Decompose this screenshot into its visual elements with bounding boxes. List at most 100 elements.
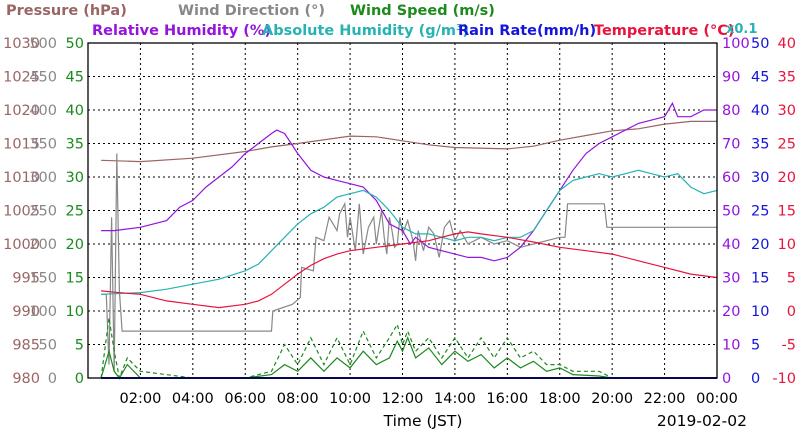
series-relative-humidity-line <box>101 101 717 262</box>
rain-rate-axis-tick: 35 <box>751 137 769 153</box>
wind-direction-axis-tick: 50 <box>39 338 57 354</box>
temperature-axis-tick: 30 <box>778 103 796 119</box>
wind-speed-axis-tick: 15 <box>66 271 84 287</box>
wind-direction-axis-tick: 150 <box>29 271 57 287</box>
legend-absolute-humidity: Absolute Humidity (g/m³) <box>262 23 469 39</box>
relative-humidity-axis-tick: 60 <box>722 170 740 186</box>
legend-pressure: Pressure (hPa) <box>6 3 127 19</box>
series-wind-speed-m-s-dashed-line <box>100 317 717 381</box>
temperature-axis-tick: 40 <box>778 36 796 52</box>
x-tick-label: 04:00 <box>172 391 214 407</box>
wind-direction-axis-tick: 200 <box>29 237 57 253</box>
wind-direction-axis-tick: 100 <box>29 304 57 320</box>
rain-rate-axis-tick: 25 <box>751 204 769 220</box>
pressure-axis-tick: 1020 <box>3 103 40 119</box>
temperature-axis-tick: 20 <box>778 170 796 186</box>
x-tick-label: 08:00 <box>277 391 319 407</box>
wind-speed-axis-tick: 5 <box>75 338 84 354</box>
temperature-axis-tick: 5 <box>787 271 796 287</box>
x-tick-label: 06:00 <box>224 391 266 407</box>
temperature-axis-tick: 35 <box>778 70 796 86</box>
rain-rate-axis-tick: 5 <box>751 338 760 354</box>
relative-humidity-axis-tick: 10 <box>722 338 740 354</box>
x-tick-label: 02:00 <box>120 391 162 407</box>
x-tick-label: 18:00 <box>539 391 581 407</box>
grid <box>88 43 717 378</box>
wind-direction-axis-tick: 400 <box>29 103 57 119</box>
legend-multiplier: x0.1 <box>726 22 757 37</box>
temperature-axis-tick: -10 <box>772 371 796 387</box>
wind-speed-axis-tick: 30 <box>66 170 84 186</box>
relative-humidity-axis-tick: 40 <box>722 237 740 253</box>
legend-relative-humidity: Relative Humidity (%) <box>92 23 271 39</box>
x-tick-label: 22:00 <box>644 391 686 407</box>
pressure-axis-tick: 1015 <box>3 137 40 153</box>
pressure-axis-tick: 1025 <box>3 70 40 86</box>
wind-direction-axis-tick: 450 <box>29 70 57 86</box>
rain-rate-axis-tick: 40 <box>751 103 769 119</box>
x-axis-title: Time (JST) <box>383 412 463 430</box>
temperature-axis-tick: 0 <box>787 304 796 320</box>
x-tick-label: 12:00 <box>382 391 424 407</box>
pressure-axis-tick: 1000 <box>3 237 40 253</box>
x-tick-label: 14:00 <box>434 391 476 407</box>
legend-rain-rate: Rain Rate(mm/h) <box>458 23 596 39</box>
rain-rate-axis-tick: 45 <box>751 70 769 86</box>
series-wind-speed-m-s-line <box>100 336 717 380</box>
x-tick-label: 10:00 <box>329 391 371 407</box>
wind-direction-axis-tick: 350 <box>29 137 57 153</box>
date-label: 2019-02-02 <box>657 412 747 430</box>
pressure-axis-tick: 980 <box>12 371 40 387</box>
legend-wind-direction: Wind Direction (°) <box>178 3 325 19</box>
pressure-axis-tick: 985 <box>12 338 40 354</box>
series-absolute-humidity-g-m-line <box>101 169 718 295</box>
relative-humidity-axis-tick: 50 <box>722 204 740 220</box>
rain-rate-axis-tick: 10 <box>751 304 769 320</box>
temperature-axis-tick: 15 <box>778 204 796 220</box>
temperature-axis-tick: -5 <box>782 338 796 354</box>
rain-rate-axis-tick: 20 <box>751 237 769 253</box>
pressure-axis-tick: 1005 <box>3 204 40 220</box>
wind-speed-axis-tick: 20 <box>66 237 84 253</box>
series-pressure-hpa-line <box>101 120 717 163</box>
wind-speed-axis-tick: 35 <box>66 137 84 153</box>
series-wind-direction-line <box>101 153 717 372</box>
wind-direction-axis-tick: 500 <box>29 36 57 52</box>
wind-speed-axis-tick: 50 <box>66 36 84 52</box>
rain-rate-axis-tick: 30 <box>751 170 769 186</box>
series-temperature-c-line <box>101 231 718 309</box>
legend-temperature: Temperature (°C) <box>594 23 735 39</box>
wind-speed-axis-tick: 45 <box>66 70 84 86</box>
x-tick-label: 16:00 <box>486 391 528 407</box>
x-tick-label: 00:00 <box>696 391 738 407</box>
relative-humidity-axis-tick: 0 <box>722 371 731 387</box>
rain-rate-axis-tick: 15 <box>751 271 769 287</box>
wind-speed-axis-tick: 40 <box>66 103 84 119</box>
legend-wind-speed: Wind Speed (m/s) <box>350 3 495 19</box>
pressure-axis-tick: 1030 <box>3 36 40 52</box>
x-tick-label: 20:00 <box>591 391 633 407</box>
series-lines <box>100 101 718 381</box>
wind-speed-axis-tick: 10 <box>66 304 84 320</box>
rain-rate-axis-tick: 50 <box>751 36 769 52</box>
wind-direction-axis-tick: 300 <box>29 170 57 186</box>
wind-direction-axis-tick: 0 <box>48 371 57 387</box>
temperature-axis-tick: 25 <box>778 137 796 153</box>
plot-frame <box>87 42 718 379</box>
axis-ticks: 02:00 04:00 06:00 08:00 10:00 12:00 14:00 16:00… <box>3 36 796 407</box>
relative-humidity-axis-tick: 30 <box>722 271 740 287</box>
relative-humidity-axis-tick: 90 <box>722 70 740 86</box>
relative-humidity-axis-tick: 20 <box>722 304 740 320</box>
pressure-axis-tick: 1010 <box>3 170 40 186</box>
pressure-axis-tick: 990 <box>12 304 40 320</box>
wind-direction-axis-tick: 250 <box>29 204 57 220</box>
relative-humidity-axis-tick: 100 <box>722 36 750 52</box>
pressure-axis-tick: 995 <box>12 271 40 287</box>
wind-speed-axis-tick: 0 <box>75 371 84 387</box>
relative-humidity-axis-tick: 70 <box>722 137 740 153</box>
wind-speed-axis-tick: 25 <box>66 204 84 220</box>
temperature-axis-tick: 10 <box>778 237 796 253</box>
legend: Pressure (hPa) Wind Direction (°) Wind S… <box>6 3 757 39</box>
relative-humidity-axis-tick: 80 <box>722 103 740 119</box>
